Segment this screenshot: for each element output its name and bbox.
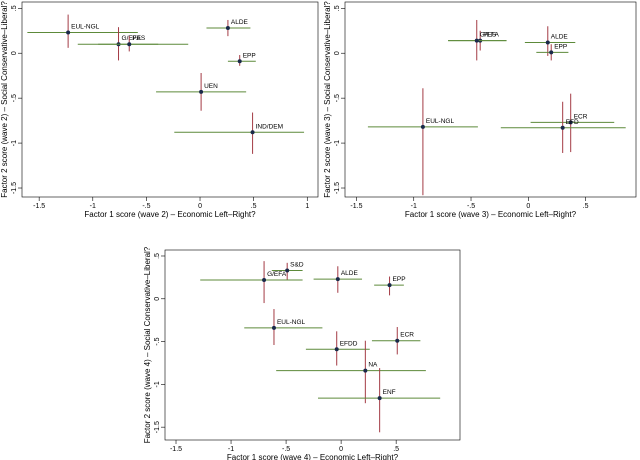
x-tick-label: .5 bbox=[393, 446, 399, 453]
point bbox=[334, 347, 339, 352]
point-label: G/EFA bbox=[480, 32, 500, 39]
point bbox=[560, 125, 565, 130]
y-tick-label: -1 bbox=[11, 140, 18, 146]
x-tick-label: -1 bbox=[411, 203, 417, 210]
point-label: ENF bbox=[383, 389, 396, 396]
x-tick-label: -1.5 bbox=[350, 203, 362, 210]
point bbox=[237, 59, 242, 64]
x-tick-label: 1 bbox=[305, 203, 309, 210]
point-label: G/EFA bbox=[267, 271, 287, 278]
x-tick-label: -1 bbox=[228, 446, 234, 453]
point bbox=[225, 26, 230, 31]
panel: -1.5 -1 -.5 0 .5 .5 0 -.5 -1 -1.5 Factor 1 score (… bbox=[323, 1, 637, 219]
x-tick-label: .5 bbox=[583, 203, 589, 210]
point-label: ALDE bbox=[341, 270, 359, 277]
y-axis-title: Factor 2 score (wave 2) – Social Conserv… bbox=[0, 1, 9, 198]
point-label: S&D bbox=[290, 262, 304, 269]
y-axis-title: Factor 2 score (wave 3) – Social Conserv… bbox=[323, 1, 332, 198]
y-tick-label: -1.5 bbox=[154, 421, 161, 433]
point-label: EUL-NGL bbox=[277, 319, 306, 326]
x-tick-label: .5 bbox=[251, 203, 257, 210]
y-tick-label: -1 bbox=[154, 381, 161, 387]
y-tick-label: -1 bbox=[334, 140, 341, 146]
point bbox=[271, 325, 276, 330]
x-axis-title: Factor 1 score (wave 2) – Economic Left–… bbox=[84, 210, 256, 219]
point bbox=[545, 40, 550, 45]
x-tick-label: 0 bbox=[339, 446, 343, 453]
point bbox=[568, 120, 573, 125]
x-axis-title: Factor 1 score (wave 4) – Economic Left–… bbox=[227, 453, 399, 460]
point-label: PES bbox=[483, 32, 497, 39]
point-label: ALDE bbox=[231, 19, 249, 26]
y-tick-label: 0 bbox=[334, 51, 341, 55]
y-tick-label: 0 bbox=[11, 51, 18, 55]
panel: -1.5 -1 -.5 0 .5 1 .5 0 -.5 -1 -1.5 Factor 1 score … bbox=[0, 1, 319, 219]
point-label: EFDD bbox=[340, 340, 358, 347]
point-label: NA bbox=[368, 362, 378, 369]
point bbox=[395, 338, 400, 343]
point-label: ALDE bbox=[551, 33, 569, 40]
point bbox=[285, 268, 290, 273]
point-label: EUL-NGL bbox=[71, 24, 100, 31]
x-tick-label: -1 bbox=[90, 203, 96, 210]
point bbox=[420, 124, 425, 129]
point-label: IND/DEM bbox=[256, 123, 283, 130]
plot-frame bbox=[164, 249, 461, 441]
point bbox=[127, 42, 132, 47]
y-tick-label: .5 bbox=[154, 253, 161, 259]
point-label: EUL-NGL bbox=[426, 118, 455, 125]
y-tick-label: -.5 bbox=[334, 94, 341, 102]
y-tick-label: -.5 bbox=[11, 94, 18, 102]
y-tick-label: -1.5 bbox=[334, 182, 341, 194]
plot-frame bbox=[21, 1, 319, 198]
x-tick-label: -.5 bbox=[467, 203, 475, 210]
point bbox=[335, 277, 340, 282]
point bbox=[66, 30, 71, 35]
y-tick-label: .5 bbox=[334, 5, 341, 11]
y-axis-title: Factor 2 score (wave 4) – Social Conserv… bbox=[143, 246, 152, 443]
point bbox=[250, 130, 255, 135]
x-tick-label: 0 bbox=[526, 203, 530, 210]
x-tick-label: -1.5 bbox=[170, 446, 182, 453]
point-label: ECR bbox=[400, 332, 414, 339]
y-tick-label: -1.5 bbox=[11, 182, 18, 194]
point-label: ECR bbox=[574, 113, 588, 120]
point bbox=[262, 277, 267, 282]
point bbox=[387, 283, 392, 288]
point-label: EPP bbox=[243, 52, 256, 59]
point bbox=[363, 368, 368, 373]
panel: -1.5 -1 -.5 0 .5 .5 0 -.5 -1 -1.5 Factor 1 score (… bbox=[143, 246, 461, 460]
point-label: EPP bbox=[554, 43, 567, 50]
x-axis-title: Factor 1 score (wave 3) – Economic Left–… bbox=[405, 210, 577, 219]
x-tick-label: 0 bbox=[198, 203, 202, 210]
x-tick-label: -.5 bbox=[142, 203, 150, 210]
point-label: G/EFA bbox=[122, 35, 142, 42]
point bbox=[377, 396, 382, 401]
y-tick-label: 0 bbox=[154, 297, 161, 301]
point bbox=[474, 38, 479, 43]
point bbox=[549, 50, 554, 55]
point-label: PES bbox=[132, 35, 146, 42]
y-tick-label: -.5 bbox=[154, 337, 161, 345]
point-label: EFD bbox=[566, 119, 579, 126]
y-tick-label: .5 bbox=[11, 5, 18, 11]
point bbox=[199, 89, 204, 94]
x-tick-label: -1.5 bbox=[33, 203, 45, 210]
point-label: EPP bbox=[393, 276, 406, 283]
x-tick-label: -.5 bbox=[282, 446, 290, 453]
point-label: UEN bbox=[204, 83, 218, 90]
plot-frame bbox=[344, 1, 637, 198]
